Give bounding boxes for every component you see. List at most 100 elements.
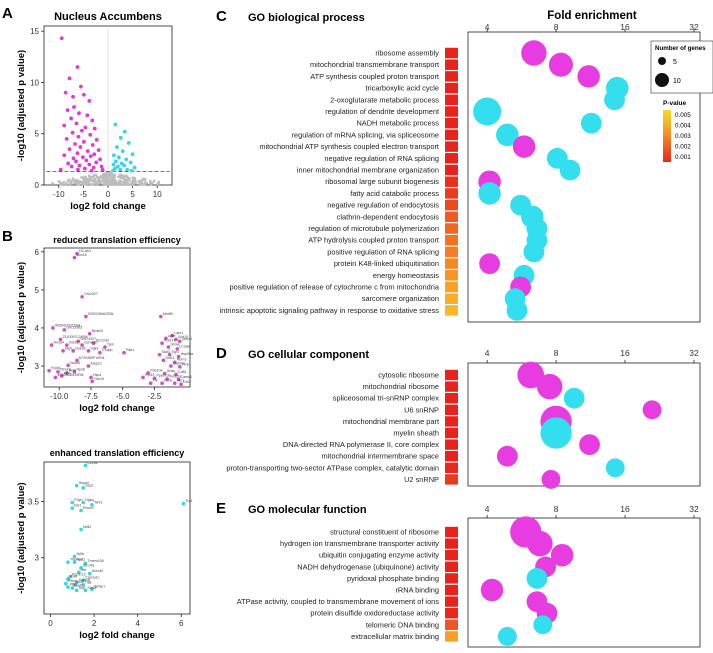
term-bubble (496, 123, 519, 147)
term-bubble (496, 445, 518, 467)
gene-point (178, 339, 182, 344)
gene-point (58, 337, 63, 342)
pvalue-bar (445, 211, 458, 223)
gene-point (81, 582, 86, 587)
gene-point (80, 294, 84, 299)
color-legend-tick: 0.005 (675, 112, 691, 119)
y-axis-label: -log10 (adjusted p value) (16, 262, 27, 373)
gene-label: Hsp4 (93, 373, 101, 377)
gene-label: Tubb2a (169, 375, 181, 379)
gene-label: Ttk (153, 379, 158, 383)
go-legend: Number of genes 5 10 P-value 0.005 0.004 0.003… (650, 40, 713, 162)
gene-point (166, 345, 171, 349)
gene-label: Tmem106 (87, 559, 103, 563)
pvalue-bar (445, 526, 458, 538)
pvalue-bar (445, 293, 458, 304)
gene-point (47, 368, 51, 373)
gene-label: Nes (77, 558, 84, 562)
x-tick-label: 4 (485, 348, 490, 358)
gene-label: Penk (164, 379, 172, 383)
color-legend-title: P-value (663, 100, 687, 107)
ns-point (87, 174, 91, 178)
gene-point (157, 352, 162, 357)
gene-label: Gm10 (94, 377, 104, 381)
ns-point (113, 179, 117, 183)
gene-point (181, 501, 186, 506)
x-tick-label: 0 (106, 190, 111, 199)
gene-label: Nr0b (77, 552, 85, 556)
pvalue-bar (445, 188, 458, 199)
color-legend-tick: 0.004 (675, 123, 691, 130)
gene-label: Camk1 (181, 375, 192, 379)
down-point (69, 116, 73, 121)
down-point (75, 65, 80, 69)
down-point (90, 118, 95, 123)
gene-label: Egr1 (172, 350, 180, 354)
gene-label: Cacna1c (85, 576, 99, 580)
down-point (64, 136, 69, 141)
gene-label: Pdyn (74, 498, 82, 502)
down-point (81, 140, 86, 144)
down-point (73, 142, 77, 146)
term-bubble (540, 417, 572, 449)
gene-label: Mgll (65, 346, 72, 350)
pvalue-bar (445, 176, 458, 187)
gene-point (72, 255, 77, 260)
ns-point (108, 171, 111, 175)
term-bubble (642, 400, 662, 420)
term-bubble (480, 578, 504, 602)
down-point (100, 167, 105, 172)
pvalue-bar (445, 117, 458, 129)
ns-point (138, 180, 142, 183)
ns-point (97, 178, 101, 182)
gene-label: Sox18 (76, 253, 86, 257)
gene-point (72, 582, 77, 587)
ns-point (92, 183, 96, 186)
pvalue-bar (445, 47, 458, 59)
gene-point (178, 365, 182, 369)
gene-label: H2-Ab1 (79, 249, 91, 253)
term-bubble (479, 253, 500, 274)
gene-label: Anxa4 (54, 341, 64, 345)
x-tick-label: -2.5 (148, 392, 162, 401)
gene-point (83, 588, 88, 593)
gene-label: Gm14327 (80, 337, 96, 341)
term-bubble (548, 52, 573, 77)
ns-point (77, 182, 81, 186)
ns-point (81, 182, 85, 186)
gene-point (176, 354, 181, 359)
term-label: regulation of mRNA splicing, via spliceo… (292, 130, 439, 139)
gene-label: Avpr1b (79, 578, 90, 582)
gene-point (79, 527, 83, 532)
up-point (120, 149, 125, 154)
down-point (99, 164, 104, 169)
gene-label: Rhob2 (83, 506, 94, 510)
gene-label: Nova1 (70, 361, 80, 365)
pvalue-bar (445, 404, 458, 415)
x-tick-label: 16 (620, 504, 630, 514)
ns-point (107, 178, 110, 182)
gene-label: Kctd13 (164, 339, 175, 343)
gene-label: Nkain3 (92, 329, 103, 333)
term-label: clathrin-dependent endocytosis (337, 212, 440, 221)
term-label: structural constituent of ribosome (330, 528, 439, 537)
term-label: ubiquitin conjugating enzyme activity (319, 551, 439, 560)
term-label: ATP hydrolysis coupled proton transport (308, 236, 439, 245)
term-bubble (478, 182, 501, 205)
gene-label: Hcrt (77, 580, 84, 584)
term-label: telomeric DNA binding (366, 620, 439, 629)
gene-label: Ifrb (81, 568, 86, 572)
gene-point (146, 371, 150, 375)
y-axis-label: -log10 (adjusted p value) (16, 482, 27, 593)
term-label: intrinsic apoptotic signaling pathway in… (220, 306, 440, 315)
ns-point (110, 177, 114, 180)
ns-point (132, 178, 136, 181)
ns-point (144, 181, 147, 185)
pvalue-bar (445, 596, 458, 607)
y-tick-label: 10 (30, 78, 39, 87)
ns-point (105, 183, 109, 186)
gene-point (56, 369, 60, 374)
gene-point (75, 251, 79, 256)
pvalue-bar (445, 164, 458, 176)
ns-point (103, 174, 107, 178)
